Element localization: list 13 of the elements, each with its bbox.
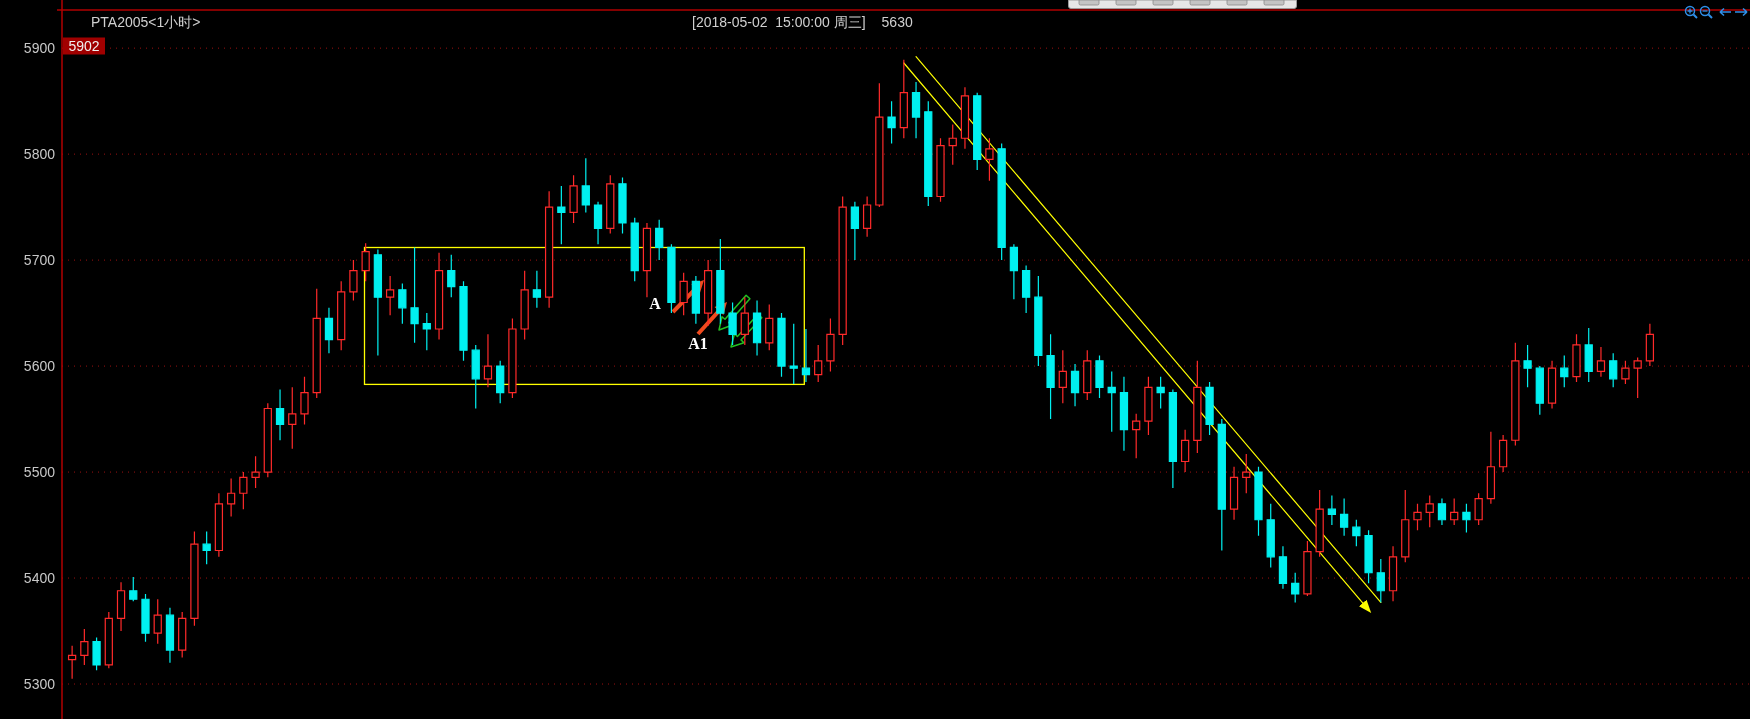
annotation: 5902	[68, 38, 100, 55]
annotation: 5630	[881, 14, 913, 30]
title: PTA2005<1小时>	[91, 14, 201, 30]
y-tick-label: 5700	[23, 252, 55, 269]
subtitle: [2018-05-02 15:00:00 周三]	[692, 14, 866, 30]
y-tick-label: 5400	[23, 570, 55, 587]
y-tick-label: 5500	[23, 464, 55, 481]
annotation: A1	[688, 335, 708, 352]
y-tick-label: 5600	[23, 358, 55, 375]
y-tick-label: 5900	[23, 40, 55, 57]
y-tick-label: 5300	[23, 676, 55, 693]
y-tick-label: 5800	[23, 146, 55, 163]
annotation: A	[649, 295, 661, 312]
